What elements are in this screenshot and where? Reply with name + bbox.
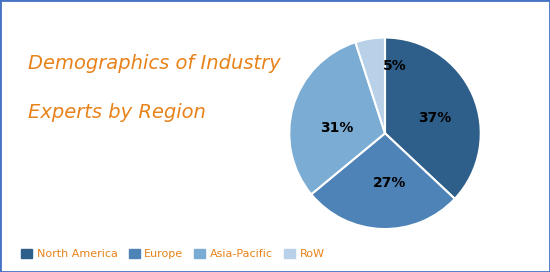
Text: 27%: 27% — [373, 176, 406, 190]
Text: 5%: 5% — [383, 59, 406, 73]
Text: 31%: 31% — [321, 122, 354, 135]
Wedge shape — [385, 38, 481, 199]
Wedge shape — [355, 38, 385, 133]
Wedge shape — [311, 133, 455, 229]
Text: 37%: 37% — [418, 111, 452, 125]
Text: Experts by Region: Experts by Region — [28, 103, 205, 122]
Text: Demographics of Industry: Demographics of Industry — [28, 54, 280, 73]
Wedge shape — [289, 42, 385, 194]
Legend: North America, Europe, Asia-Pacific, RoW: North America, Europe, Asia-Pacific, RoW — [16, 245, 329, 264]
